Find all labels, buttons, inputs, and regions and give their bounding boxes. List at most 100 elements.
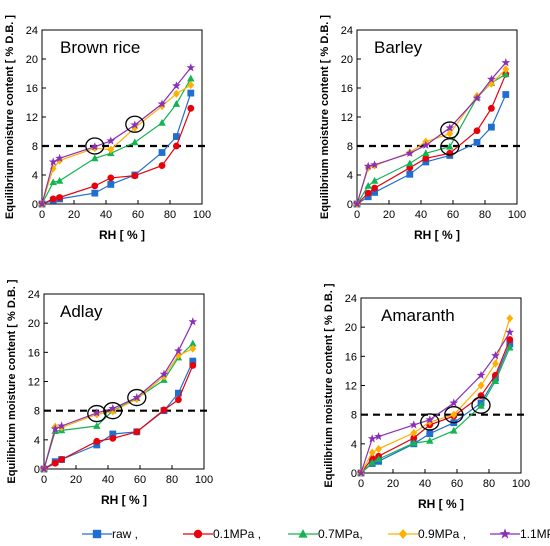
data-point <box>492 359 499 368</box>
data-point <box>57 421 66 430</box>
y-tick-label: 0 <box>347 199 353 211</box>
data-point <box>491 377 500 385</box>
x-tick-label: 100 <box>512 478 530 490</box>
legend-label: 0.7MPa, <box>318 527 363 541</box>
x-tick-label: 20 <box>387 478 399 490</box>
data-point <box>48 157 58 166</box>
y-tick-label: 0 <box>351 468 357 480</box>
data-point <box>174 346 183 355</box>
data-point <box>364 181 372 189</box>
data-point <box>506 343 514 351</box>
data-point <box>56 194 63 201</box>
legend-swatch <box>490 528 520 539</box>
series-0.1MPa <box>353 70 510 208</box>
y-tick-label: 8 <box>347 141 353 153</box>
data-point <box>370 160 379 169</box>
legend-marker <box>398 528 408 540</box>
series-line <box>356 62 507 205</box>
data-point <box>477 381 485 390</box>
x-tick-label: 80 <box>166 474 178 486</box>
data-point <box>356 468 366 477</box>
data-point <box>491 351 500 360</box>
data-point <box>189 362 197 369</box>
data-point <box>159 369 169 378</box>
data-point <box>502 65 510 74</box>
x-tick-label: 40 <box>100 209 112 221</box>
chart-panel-3: 0 4 8 12 16 20 24 0 20 40 60 80 100 RH [ % ] Equilibri… <box>6 279 213 507</box>
x-tick-label: 20 <box>383 209 395 221</box>
legend-label: raw , <box>112 527 139 541</box>
data-point <box>445 123 455 132</box>
data-point <box>158 118 166 126</box>
chart-panel-4: 0 4 8 12 16 20 24 0 20 40 60 80 100 RH [ % ] Equilibri… <box>323 283 530 511</box>
data-point <box>187 104 195 112</box>
panel-title: Barley <box>374 38 423 57</box>
data-point <box>92 408 102 417</box>
series-line <box>43 321 194 470</box>
data-point <box>371 189 378 196</box>
x-tick-label: 80 <box>483 478 495 490</box>
x-tick-label: 80 <box>164 209 176 221</box>
x-tick-label: 60 <box>451 478 463 490</box>
series-1.1MPa <box>352 58 511 208</box>
data-point <box>91 154 99 162</box>
data-point <box>368 448 376 457</box>
data-point <box>186 63 196 72</box>
data-point <box>130 120 140 129</box>
data-point <box>502 70 510 78</box>
y-tick-label: 12 <box>341 112 353 124</box>
data-point <box>506 314 514 323</box>
data-point <box>505 327 515 336</box>
y-tick-label: 24 <box>345 293 357 305</box>
legend-marker <box>499 528 511 539</box>
x-tick-label: 60 <box>132 209 144 221</box>
series-0.7MPa <box>38 74 195 207</box>
series-raw <box>38 89 195 208</box>
y-tick-label: 16 <box>345 351 357 363</box>
y-tick-label: 20 <box>28 318 40 330</box>
data-point <box>364 193 372 201</box>
data-point <box>477 402 485 409</box>
y-tick-label: 20 <box>341 54 353 66</box>
series-1.1MPa <box>356 327 515 477</box>
data-point <box>172 81 181 90</box>
legend: raw , 0.1MPa , 0.7MPa, 0.9MPa , 1.1MPa <box>0 524 550 544</box>
highlight-circle <box>87 404 107 423</box>
data-point <box>187 81 195 90</box>
series-line <box>360 331 511 474</box>
panel-title: Adlay <box>60 302 103 321</box>
series-line <box>41 92 192 205</box>
legend-label: 0.1MPa , <box>213 527 262 541</box>
x-tick-label: 0 <box>41 474 47 486</box>
y-axis-label: Equilibrium moisture content [ % D.B. ] <box>6 279 18 483</box>
x-tick-label: 0 <box>354 209 360 221</box>
data-point <box>189 339 197 347</box>
data-point <box>158 162 166 169</box>
data-point <box>160 406 168 414</box>
x-tick-label: 40 <box>102 474 114 486</box>
series-1.1MPa <box>39 317 198 473</box>
data-point <box>91 182 99 190</box>
series-line <box>356 73 507 205</box>
y-tick-label: 8 <box>351 410 357 422</box>
data-point <box>406 159 414 167</box>
y-tick-label: 24 <box>341 25 353 37</box>
highlight-circle <box>103 402 123 420</box>
data-point <box>189 357 197 365</box>
x-tick-label: 40 <box>419 478 431 490</box>
data-point <box>422 154 430 162</box>
data-point <box>450 410 458 419</box>
legend-item-0: raw , <box>82 524 138 544</box>
data-point <box>175 389 182 397</box>
data-point <box>173 89 180 98</box>
legend-label: 1.1MPa <box>520 527 550 541</box>
y-axis-label: Equilibrium moisture content [ % D.B. ] <box>323 283 335 487</box>
y-tick-label: 4 <box>347 170 353 182</box>
highlight-circle <box>440 121 460 139</box>
data-point <box>364 189 372 197</box>
x-tick-label: 0 <box>39 209 45 221</box>
data-point <box>90 142 100 151</box>
data-point <box>446 142 454 150</box>
data-point <box>131 138 139 146</box>
x-tick-label: 80 <box>479 209 491 221</box>
